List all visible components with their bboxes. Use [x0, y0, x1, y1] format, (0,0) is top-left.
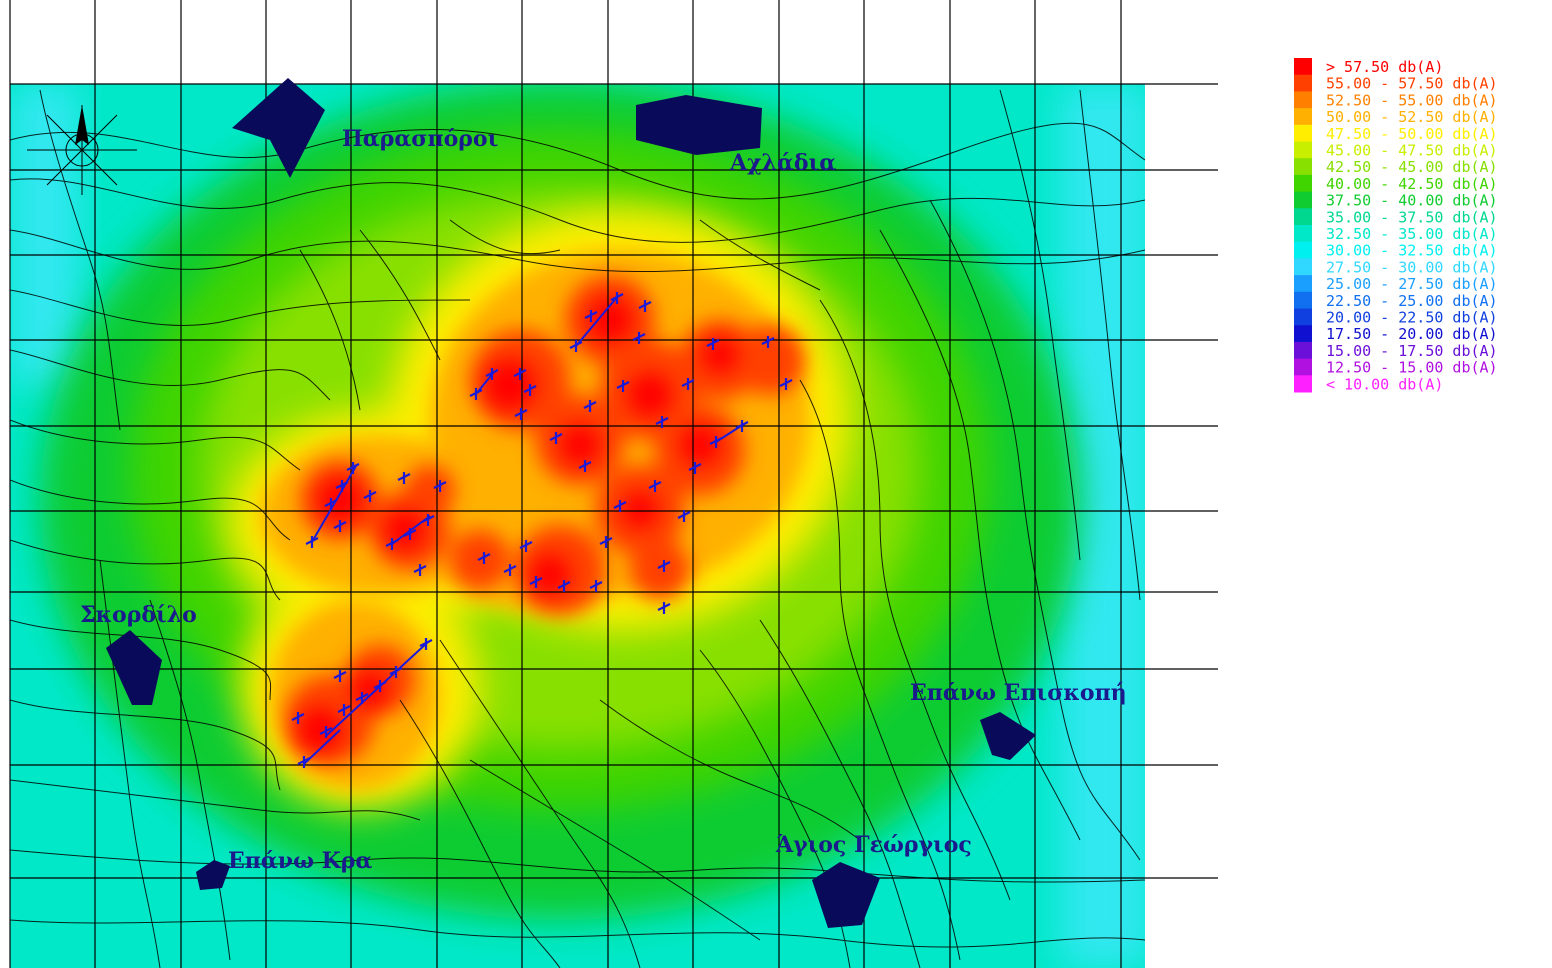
- legend-swatch: [1294, 58, 1312, 76]
- map-grid: [9, 0, 1218, 968]
- legend-label: 52.50 - 55.00 db(A): [1326, 91, 1498, 109]
- legend-swatch: [1294, 375, 1312, 393]
- legend-label: 45.00 - 47.50 db(A): [1326, 142, 1498, 160]
- legend-label: 15.00 - 17.50 db(A): [1326, 342, 1498, 360]
- legend-swatch: [1294, 241, 1312, 259]
- turbine-alignment: [303, 295, 745, 765]
- legend-swatch: [1294, 291, 1312, 309]
- label-epano-episkopi: Επάνω Επισκοπή: [910, 680, 1127, 706]
- legend-swatch: [1294, 325, 1312, 343]
- legend-swatch: [1294, 108, 1312, 126]
- village-epano-kra: [196, 860, 230, 890]
- label-parasporoi: Παρασπόροι: [342, 126, 498, 152]
- village-parasporoi: [232, 78, 325, 178]
- legend-label: 27.50 - 30.00 db(A): [1326, 258, 1498, 276]
- village-skordilo: [106, 630, 162, 705]
- legend-label: 30.00 - 32.50 db(A): [1326, 242, 1498, 260]
- legend-swatch: [1294, 174, 1312, 193]
- legend-label: 32.50 - 35.00 db(A): [1326, 225, 1498, 243]
- label-epano-kra: Επάνω Κρα: [228, 848, 372, 874]
- village-achladia: [636, 95, 762, 155]
- legend-swatch: [1294, 358, 1312, 376]
- legend-label: 55.00 - 57.50 db(A): [1326, 75, 1498, 93]
- legend-swatch: [1294, 74, 1312, 92]
- legend-label: < 10.00 db(A): [1326, 375, 1443, 393]
- label-skordilo: Σκορδίλο: [80, 602, 197, 628]
- legend-swatch: [1294, 225, 1312, 243]
- village-epano-episkopi: [980, 712, 1036, 760]
- label-agios-georgios: Άγιος Γεώργιος: [775, 832, 972, 858]
- legend-label: 25.00 - 27.50 db(A): [1326, 275, 1498, 293]
- village-areas: [106, 78, 1036, 928]
- village-agios-georgios: [812, 862, 880, 928]
- legend-swatch: [1294, 208, 1312, 226]
- legend-swatch: [1294, 91, 1312, 109]
- legend-swatch: [1294, 275, 1312, 293]
- legend-swatch: [1294, 141, 1312, 159]
- noise-field: [10, 84, 1145, 968]
- legend-swatch: [1294, 191, 1312, 209]
- label-achladia: Αχλάδια: [729, 150, 836, 176]
- legend-label: 50.00 - 52.50 db(A): [1326, 108, 1498, 126]
- legend-swatch: [1294, 258, 1312, 276]
- legend-label: 42.50 - 45.00 db(A): [1326, 158, 1498, 176]
- legend-label: 47.50 - 50.00 db(A): [1326, 125, 1498, 143]
- legend-label: 20.00 - 22.50 db(A): [1326, 309, 1498, 327]
- legend-label: 17.50 - 20.00 db(A): [1326, 325, 1498, 343]
- legend-label: 22.50 - 25.00 db(A): [1326, 292, 1498, 310]
- place-labels: Παρασπόροι Αχλάδια Σκορδίλο Επάνω Επισκο…: [80, 126, 1127, 874]
- legend-swatch: [1294, 124, 1312, 142]
- legend-label: 40.00 - 42.50 db(A): [1326, 175, 1498, 193]
- legend-label: 37.50 - 40.00 db(A): [1326, 192, 1498, 210]
- legend-label: 12.50 - 15.00 db(A): [1326, 359, 1498, 377]
- north-arrow-icon: [27, 105, 137, 195]
- legend-swatch: [1294, 308, 1312, 326]
- legend-label: > 57.50 db(A): [1326, 58, 1443, 76]
- legend-swatch: [1294, 341, 1312, 360]
- noise-legend: > 57.50 db(A)55.00 - 57.50 db(A)52.50 - …: [1294, 58, 1498, 393]
- legend-label: 35.00 - 37.50 db(A): [1326, 208, 1498, 226]
- legend-swatch: [1294, 158, 1312, 176]
